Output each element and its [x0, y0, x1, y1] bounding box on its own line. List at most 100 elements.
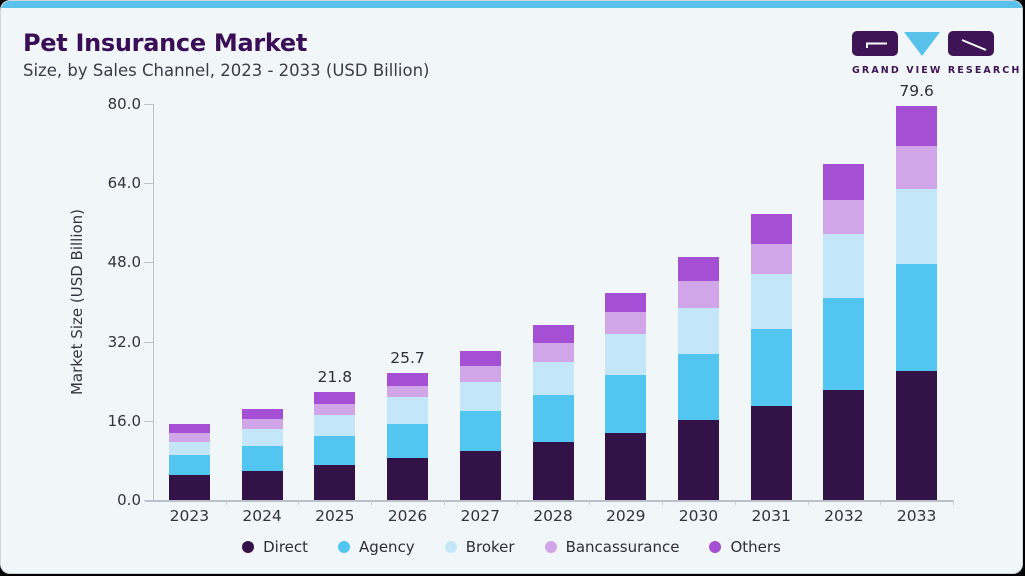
- bar-segment-others: [168, 423, 210, 434]
- x-tick-mark: [807, 500, 809, 505]
- bar-segment-direct: [168, 475, 210, 500]
- bar-value-label: 25.7: [390, 348, 425, 367]
- bar-segment-others: [241, 409, 283, 420]
- legend-label: Others: [730, 538, 781, 556]
- bar-value-label: 79.6: [899, 81, 934, 100]
- legend-item-agency[interactable]: Agency: [338, 538, 415, 556]
- x-tick-mark: [589, 500, 591, 505]
- bar-segment-agency: [532, 394, 574, 443]
- legend-swatch-icon: [338, 541, 351, 553]
- bar-segment-direct: [459, 451, 501, 500]
- bar-segment-direct: [677, 419, 719, 500]
- bar-segment-others: [387, 372, 429, 387]
- y-tick-mark: [144, 420, 153, 422]
- bar-segment-broker: [168, 442, 210, 456]
- legend-swatch-icon: [709, 541, 722, 553]
- gvr-logo-text: GRAND VIEW RESEARCH: [852, 65, 1022, 76]
- x-axis-label: 2033: [896, 507, 937, 525]
- bar-segment-others: [677, 256, 719, 282]
- x-axis-label: 2028: [533, 507, 573, 525]
- gvr-logo: GRAND VIEW RESEARCH: [852, 31, 1022, 76]
- bar-segment-broker: [241, 428, 283, 447]
- bar-segment-others: [314, 392, 356, 405]
- y-tick-label: 64.0: [107, 174, 141, 193]
- bar-segment-others: [605, 292, 647, 313]
- x-axis-label: 2027: [460, 507, 500, 525]
- bar-segment-broker: [387, 397, 429, 425]
- bar-segment-bancassurance: [459, 365, 501, 383]
- legend-swatch-icon: [242, 541, 255, 553]
- legend-swatch-icon: [544, 541, 557, 553]
- y-tick-mark: [144, 183, 153, 185]
- y-tick-label: 0.0: [117, 491, 141, 509]
- bar-segment-direct: [896, 371, 938, 500]
- page-subtitle: Size, by Sales Channel, 2023 - 2033 (USD…: [23, 61, 430, 80]
- bar-segment-direct: [314, 465, 356, 500]
- bar-segment-others: [823, 163, 865, 201]
- x-axis-label: 2023: [169, 507, 210, 525]
- bar-segment-agency: [750, 329, 792, 407]
- bar-segment-broker: [314, 414, 356, 436]
- bar-segment-agency: [387, 424, 429, 459]
- bar-segment-bancassurance: [532, 343, 574, 362]
- x-tick-mark: [880, 500, 882, 505]
- y-tick-label: 16.0: [107, 411, 141, 430]
- bar-segment-bancassurance: [677, 281, 719, 309]
- bar-segment-broker: [459, 382, 501, 411]
- x-tick-mark: [516, 500, 518, 505]
- gvr-logo-icon: [852, 31, 994, 56]
- y-tick-mark: [144, 341, 153, 343]
- legend-item-broker[interactable]: Broker: [444, 538, 515, 556]
- x-axis-label: 2031: [751, 507, 791, 525]
- bar-segment-others: [896, 105, 938, 147]
- bar-segment-agency: [677, 354, 719, 420]
- legend-label: Agency: [359, 538, 415, 556]
- x-tick-mark: [443, 500, 445, 505]
- legend-item-others[interactable]: Others: [709, 538, 781, 556]
- x-tick-mark: [225, 500, 227, 505]
- bar-segment-agency: [241, 446, 283, 471]
- y-tick-label: 32.0: [107, 332, 141, 351]
- top-accent-bar: [1, 1, 1022, 8]
- legend-item-bancassurance[interactable]: Bancassurance: [544, 538, 680, 556]
- legend-label: Direct: [263, 538, 309, 556]
- bar-segment-others: [750, 213, 792, 244]
- bar-segment-agency: [314, 435, 356, 466]
- bar-segment-direct: [532, 442, 574, 500]
- bar-segment-bancassurance: [241, 419, 283, 429]
- y-tick-label: 80.0: [107, 95, 141, 113]
- x-tick-mark: [298, 500, 300, 505]
- y-tick-mark: [144, 104, 153, 105]
- bar-segment-others: [459, 351, 501, 366]
- legend-swatch-icon: [444, 541, 457, 553]
- bar-segment-broker: [823, 233, 865, 299]
- y-tick-mark: [144, 262, 153, 264]
- x-axis-label: 2032: [824, 507, 864, 525]
- bar-segment-direct: [241, 470, 283, 500]
- y-axis-title: Market Size (USD Billion): [68, 208, 86, 396]
- x-tick-mark: [734, 500, 736, 505]
- bar-segment-agency: [168, 455, 210, 476]
- bar-segment-bancassurance: [168, 433, 210, 443]
- bar-segment-bancassurance: [823, 200, 865, 234]
- bar-segment-broker: [750, 273, 792, 330]
- bar-segment-broker: [605, 333, 647, 376]
- bar-segment-agency: [605, 375, 647, 434]
- legend-label: Bancassurance: [565, 538, 680, 556]
- x-axis-label: 2030: [678, 507, 719, 525]
- x-axis-label: 2025: [315, 507, 355, 525]
- bar-segment-agency: [459, 410, 501, 452]
- page-title: Pet Insurance Market: [23, 29, 308, 57]
- bar-segment-broker: [896, 189, 938, 264]
- bar-segment-bancassurance: [387, 386, 429, 398]
- x-axis-label: 2024: [242, 507, 282, 525]
- legend-item-direct[interactable]: Direct: [242, 538, 308, 556]
- x-tick-mark: [953, 500, 954, 505]
- bar-segment-bancassurance: [314, 404, 356, 415]
- y-axis-line: [153, 104, 154, 501]
- x-axis-label: 2026: [387, 507, 428, 525]
- x-tick-mark: [371, 500, 373, 505]
- bar-segment-direct: [387, 458, 429, 500]
